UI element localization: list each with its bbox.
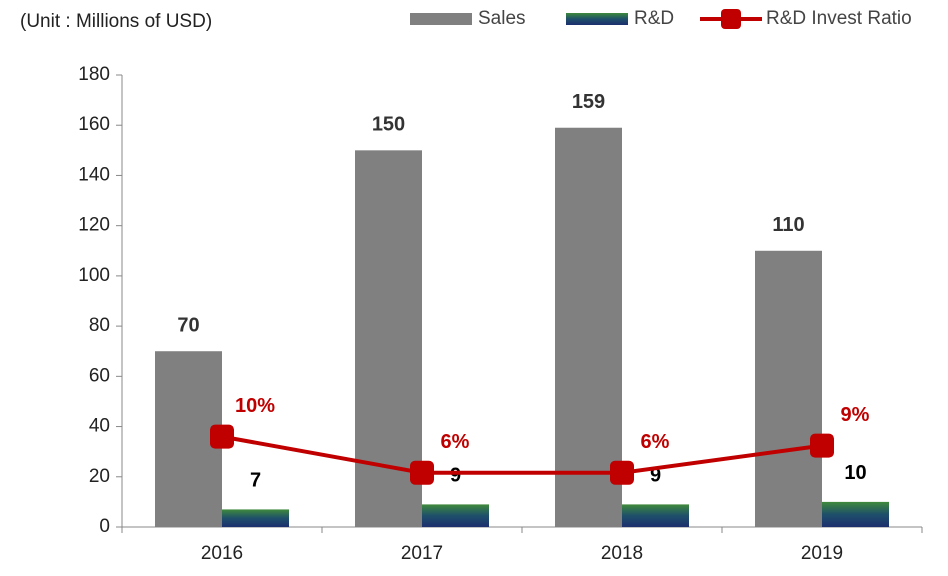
data-label: 70 [177, 315, 199, 337]
legend-label: R&D Invest Ratio [766, 8, 912, 29]
legend-swatch [410, 13, 472, 25]
y-tick-label: 100 [78, 265, 110, 286]
data-label: 7 [250, 470, 261, 492]
bar [555, 127, 622, 527]
data-label: 9 [450, 465, 461, 487]
bar [822, 501, 889, 527]
data-label: 150 [372, 114, 405, 136]
subtitle: (Unit : Millions of USD) [20, 11, 212, 32]
legend-label: Sales [478, 8, 526, 29]
data-label: 9 [650, 465, 661, 487]
marker [210, 424, 234, 449]
line [221, 434, 823, 475]
legend-label: R&D [634, 8, 674, 29]
data-label: 10 [844, 462, 866, 484]
y-tick-label: 20 [89, 466, 110, 487]
x-tick-label: 2018 [601, 543, 643, 564]
bar [422, 504, 489, 527]
data-label: 6% [441, 431, 470, 453]
legend-swatch [566, 13, 628, 25]
y-tick-label: 40 [89, 416, 110, 437]
y-tick-label: 120 [78, 215, 110, 236]
data-label: 110 [772, 214, 804, 236]
legend-swatch [721, 9, 741, 29]
bar [622, 504, 689, 527]
y-tick-label: 180 [78, 64, 110, 85]
x-tick-label: 2019 [801, 543, 843, 564]
bar [755, 250, 822, 527]
data-label: 9% [841, 404, 870, 426]
y-tick-label: 160 [78, 114, 110, 135]
x-tick-label: 2017 [401, 543, 443, 564]
marker [610, 460, 634, 485]
data-label: 159 [572, 91, 605, 113]
y-tick-label: 0 [99, 516, 110, 537]
y-tick-label: 60 [89, 365, 110, 386]
x-tick-label: 2016 [201, 543, 243, 564]
marker [410, 460, 434, 485]
bar [222, 509, 289, 527]
data-label: 10% [235, 395, 275, 417]
marker [810, 433, 834, 458]
y-tick-label: 140 [78, 164, 110, 185]
data-label: 6% [641, 431, 670, 453]
y-tick-label: 80 [89, 315, 110, 336]
